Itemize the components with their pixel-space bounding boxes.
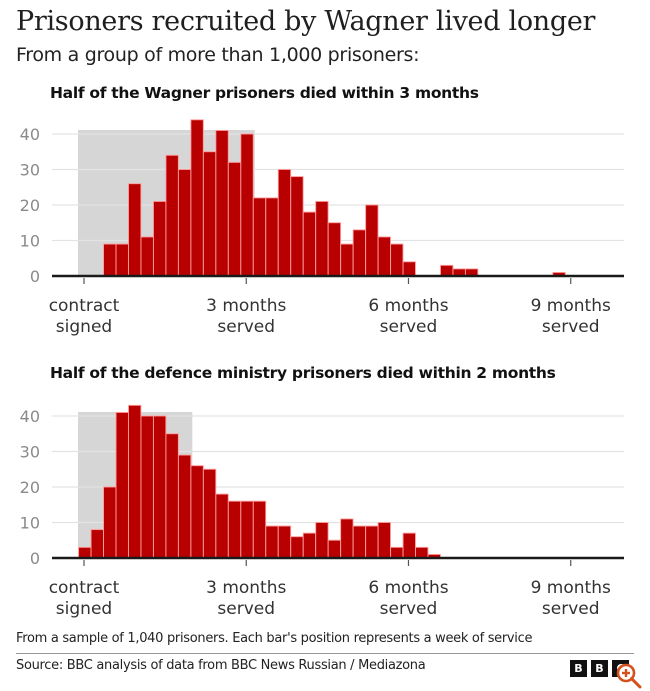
histogram-bar	[340, 243, 354, 277]
footnote: From a sample of 1,040 prisoners. Each b…	[16, 631, 533, 646]
histogram-bar	[190, 465, 204, 559]
defence-ministry-chart-title: Half of the defence ministry prisoners d…	[50, 364, 556, 382]
histogram-bar	[202, 468, 217, 559]
histogram-bar	[290, 536, 304, 559]
y-tick-label: 30	[20, 161, 40, 180]
x-tick-label: served	[542, 599, 600, 619]
zoom-in-icon[interactable]	[614, 661, 644, 689]
histogram-bar	[265, 197, 279, 277]
chart-subtitle: From a group of more than 1,000 prisoner…	[16, 44, 420, 66]
x-tick-label: served	[217, 317, 275, 337]
histogram-bar	[265, 525, 279, 559]
x-tick-label: signed	[56, 599, 112, 619]
x-tick-label: served	[542, 317, 600, 337]
histogram-bar	[227, 500, 242, 559]
histogram-bar	[327, 539, 342, 559]
histogram-bar	[240, 133, 254, 277]
y-tick-label: 10	[20, 232, 40, 251]
histogram-bar	[115, 243, 129, 277]
x-tick-label: signed	[56, 317, 112, 337]
y-tick-label: 0	[30, 549, 40, 568]
chart-title-main: Prisoners recruited by Wagner lived long…	[16, 6, 596, 37]
histogram-bar	[340, 518, 354, 559]
histogram-bar	[290, 176, 304, 277]
histogram-bar	[78, 546, 92, 559]
x-tick-label: contract	[49, 578, 120, 598]
histogram-bar	[277, 525, 292, 559]
histogram-bar	[215, 493, 229, 559]
histogram-bar	[352, 525, 366, 559]
bbc-logo-letter: B	[591, 660, 608, 677]
histogram-bar	[177, 169, 192, 277]
histogram-bar	[377, 236, 391, 277]
histogram-bar	[103, 486, 117, 559]
wagner-chart-title: Half of the Wagner prisoners died within…	[50, 84, 479, 102]
y-tick-label: 20	[20, 478, 40, 497]
histogram-bar	[315, 522, 329, 559]
histogram-bar	[377, 522, 391, 559]
histogram-bar	[115, 412, 129, 559]
histogram-bar	[302, 211, 317, 277]
histogram-bar	[190, 119, 204, 277]
y-tick-label: 30	[20, 443, 40, 462]
histogram-bar	[390, 243, 404, 277]
histogram-bar	[177, 454, 192, 559]
x-tick-label: contract	[49, 296, 120, 316]
histogram-bar	[140, 415, 154, 559]
bbc-logo-letter: B	[570, 660, 587, 677]
y-tick-label: 0	[30, 267, 40, 286]
histogram-bar	[352, 229, 366, 277]
x-tick-label: 6 months	[368, 296, 448, 316]
x-tick-label: 9 months	[531, 578, 611, 598]
histogram-bar	[365, 525, 379, 559]
histogram-bar	[440, 264, 454, 277]
y-tick-label: 40	[20, 407, 40, 426]
histogram-bar	[103, 243, 117, 277]
x-tick-label: 6 months	[368, 578, 448, 598]
x-tick-label: 9 months	[531, 296, 611, 316]
footer-divider	[16, 653, 634, 654]
histogram-bar	[240, 500, 254, 559]
x-tick-label: 3 months	[206, 296, 286, 316]
x-tick-label: served	[380, 599, 438, 619]
histogram-bar	[128, 183, 142, 277]
histogram-bar	[202, 151, 217, 277]
histogram-bar	[153, 415, 167, 559]
y-tick-label: 40	[20, 125, 40, 144]
histogram-bar	[277, 169, 292, 277]
histogram-bar	[227, 161, 242, 277]
y-tick-label: 10	[20, 514, 40, 533]
histogram-bar	[315, 200, 329, 277]
histogram-bar	[365, 204, 379, 277]
histogram-bar	[327, 222, 342, 277]
histogram-bar	[90, 529, 104, 559]
histogram-bar	[402, 261, 416, 277]
histogram-bar	[128, 404, 142, 559]
histogram-bar	[390, 546, 404, 559]
histogram-bar	[153, 200, 167, 277]
histogram-bar	[165, 154, 179, 277]
histogram-bar	[140, 236, 154, 277]
histogram-bar	[215, 130, 229, 277]
source-credit: Source: BBC analysis of data from BBC Ne…	[16, 658, 426, 673]
y-tick-label: 20	[20, 196, 40, 215]
x-tick-label: served	[380, 317, 438, 337]
x-tick-label: served	[217, 599, 275, 619]
x-tick-label: 3 months	[206, 578, 286, 598]
histogram-bar	[252, 197, 267, 277]
histogram-bar	[415, 546, 429, 559]
histogram-bar	[165, 433, 179, 559]
histogram-bar	[252, 500, 267, 559]
histogram-bar	[302, 532, 317, 559]
histogram-bar	[402, 532, 416, 559]
